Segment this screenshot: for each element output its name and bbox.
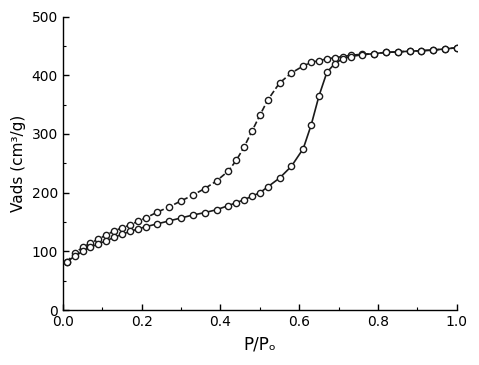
X-axis label: P/Pₒ: P/Pₒ — [243, 336, 276, 354]
Y-axis label: Vads (cm³/g): Vads (cm³/g) — [11, 115, 26, 212]
